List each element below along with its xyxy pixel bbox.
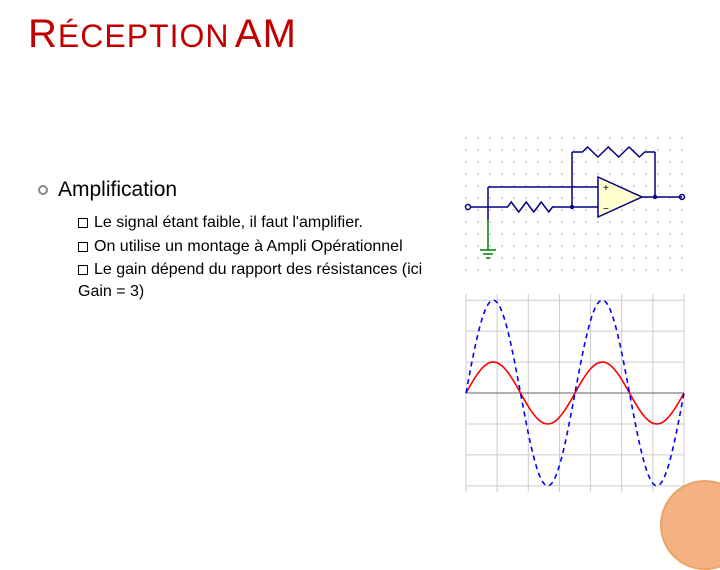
heading-row: Amplification [38,178,177,202]
circuit-diagram: +− [460,132,690,272]
slide-title: RÉCEPTION AM [28,12,297,57]
heading-text: Amplification [58,178,177,202]
square-bullet-icon [78,242,88,252]
title-cap-1: R [28,12,58,56]
square-bullet-icon [78,265,88,275]
bullet-text: Le gain dépend du rapport des résistance… [78,261,422,300]
list-item: On utilise un montage à Ampli Opérationn… [78,236,438,258]
title-word-2: AM [235,12,297,56]
bullet-list: Le signal étant faible, il faut l'amplif… [78,212,438,304]
list-item: Le gain dépend du rapport des résistance… [78,259,438,302]
title-rest-1: ÉCEPTION [58,18,230,54]
list-item: Le signal étant faible, il faut l'amplif… [78,212,438,234]
bullet-dot-icon [38,185,48,195]
waveform-chart [460,288,690,498]
bullet-text: Le signal étant faible, il faut l'amplif… [94,214,363,231]
svg-text:−: − [603,204,609,215]
svg-text:+: + [603,183,609,194]
bullet-text: On utilise un montage à Ampli Opérationn… [94,238,403,255]
square-bullet-icon [78,218,88,228]
